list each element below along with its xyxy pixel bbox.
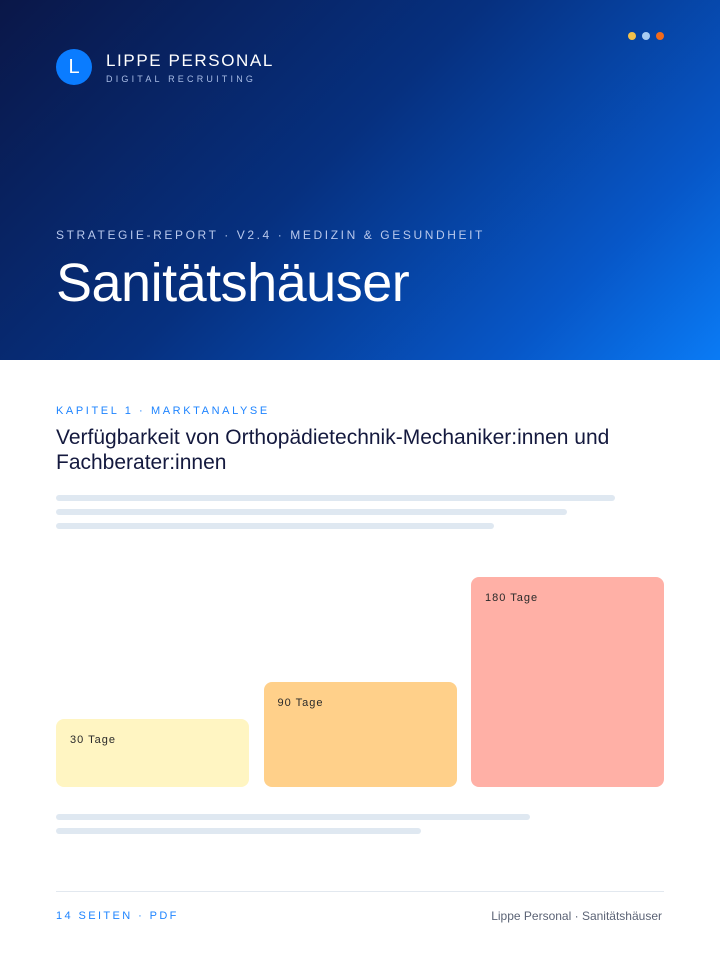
placeholder-text-line: [56, 495, 615, 501]
bar: 30 Tage: [56, 719, 249, 787]
placeholder-text-line: [56, 814, 530, 820]
section-heading: Verfügbarkeit von Orthopädietechnik-Mech…: [56, 426, 610, 474]
page-title: Sanitätshäuser: [56, 253, 410, 313]
placeholder-text-line: [56, 828, 421, 834]
placeholder-text-line: [56, 509, 567, 515]
brand-tagline: DIGITAL RECRUITING: [106, 74, 257, 84]
page-count: 14 SEITEN · PDF: [56, 910, 179, 922]
decorative-dots: [628, 32, 664, 40]
placeholder-text-line: [56, 523, 494, 529]
report-kicker: STRATEGIE-REPORT · V2.4 · MEDIZIN & GESU…: [56, 228, 485, 242]
chapter-label: KAPITEL 1 · MARKTANALYSE: [56, 405, 270, 417]
dot-icon: [628, 32, 636, 40]
dot-icon: [656, 32, 664, 40]
brand-name: LIPPE PERSONAL: [106, 51, 274, 70]
bar-label: 30 Tage: [70, 734, 116, 746]
footer-credit: Lippe Personal · Sanitätshäuser: [491, 909, 662, 923]
hero-banner: L LIPPE PERSONAL DIGITAL RECRUITING STRA…: [0, 0, 720, 360]
bar-label: 180 Tage: [485, 592, 539, 604]
bar: 90 Tage: [263, 682, 457, 787]
footer-divider: [56, 891, 664, 892]
bar: 180 Tage: [471, 577, 664, 787]
logo-badge: L: [56, 49, 92, 85]
bar-label: 90 Tage: [277, 697, 324, 709]
dot-icon: [642, 32, 650, 40]
